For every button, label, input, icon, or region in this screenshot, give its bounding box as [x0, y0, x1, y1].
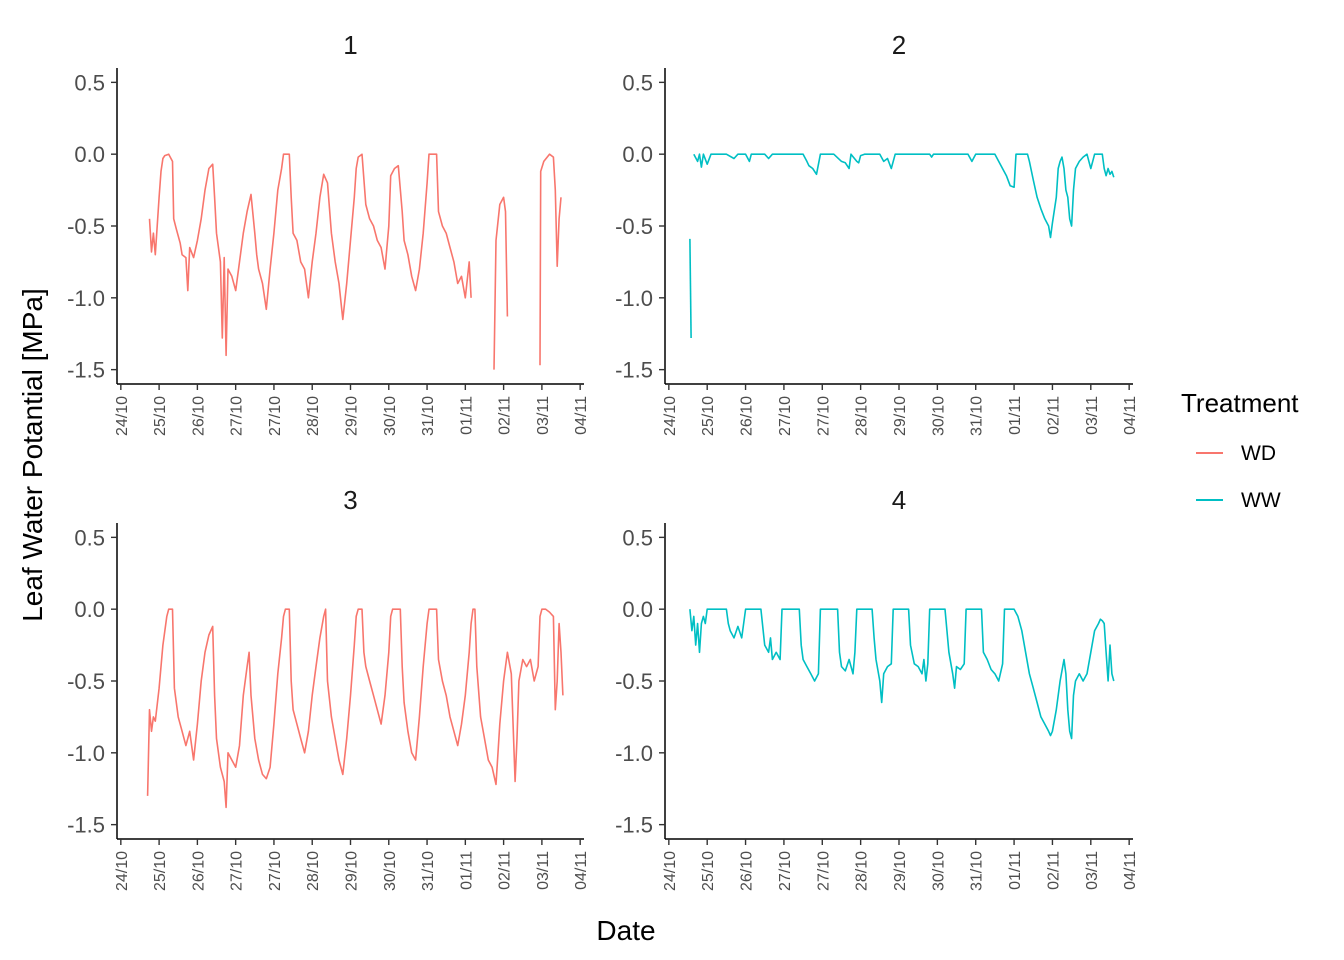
y-tick-label: -0.5: [615, 214, 653, 239]
x-tick-label: 27/10: [777, 396, 794, 436]
x-tick-label: 30/10: [382, 396, 399, 436]
series-line-ww: [689, 238, 692, 339]
series-line-ww: [693, 153, 1115, 239]
x-tick-label: 26/10: [190, 396, 207, 436]
panel-2: 2 0.5 0.0 -0.5 -1.0 -1.5 24/10 25/10 26/10 27/10 2…: [615, 30, 1139, 436]
panel-title: 4: [892, 485, 906, 515]
x-tick-label: 24/10: [662, 396, 679, 436]
x-tick-label: 02/11: [497, 396, 514, 435]
x-tick-label: 25/10: [152, 396, 169, 436]
series-line-wd: [148, 153, 472, 357]
x-tick-label: 28/10: [305, 396, 322, 436]
x-tick-label: 29/10: [892, 851, 909, 891]
x-tick-label: 25/10: [700, 396, 717, 436]
panel-1: 1 0.5 0.0 -0.5 -1.0 -1.5 24/10 25/10 26/10 27/10 2…: [67, 30, 590, 436]
x-tick-label: 02/11: [497, 851, 514, 890]
y-tick-label: 0.5: [74, 525, 105, 550]
x-tick-label: 29/10: [892, 396, 909, 436]
y-tick-label: 0.0: [74, 597, 105, 622]
x-tick-label: 24/10: [114, 396, 131, 436]
x-tick-label: 24/10: [114, 851, 131, 891]
panel-title: 1: [343, 30, 357, 60]
x-tick-label: 03/11: [535, 396, 552, 435]
y-tick-label: 0.0: [622, 597, 653, 622]
x-tick-label: 02/11: [1045, 851, 1062, 890]
x-tick-label: 03/11: [1084, 851, 1101, 890]
x-tick-label: 30/10: [930, 851, 947, 891]
y-tick-label: 0.0: [622, 142, 653, 167]
legend: Treatment WD WW: [1181, 388, 1299, 512]
x-tick-label: 30/10: [930, 396, 947, 436]
y-tick-label: -0.5: [67, 669, 105, 694]
x-tick-label: 31/10: [420, 396, 437, 436]
x-tick-label: 04/11: [1122, 851, 1139, 890]
x-tick-label: 25/10: [700, 851, 717, 891]
x-tick-label: 28/10: [305, 851, 322, 891]
legend-title: Treatment: [1181, 388, 1299, 418]
y-tick-label: -1.5: [615, 813, 653, 838]
panel-4: 4 0.5 0.0 -0.5 -1.0 -1.5 24/10 25/10 26/10 27/10 2…: [615, 485, 1139, 891]
x-tick-label: 02/11: [1045, 396, 1062, 435]
series-line-ww: [689, 608, 1115, 740]
x-tick-label: 27/10: [229, 396, 246, 436]
x-tick-label: 01/11: [458, 851, 475, 890]
series-line-wd: [146, 608, 564, 809]
x-tick-label: 04/11: [573, 851, 590, 890]
x-tick-label: 27/10: [267, 396, 284, 436]
x-axis-title: Date: [596, 915, 655, 946]
y-tick-label: -0.5: [67, 214, 105, 239]
x-tick-label: 26/10: [739, 396, 756, 436]
x-tick-label: 27/10: [815, 396, 832, 436]
series-line-wd: [493, 196, 509, 370]
panels: 10.50.0-0.5-1.0-1.524/10 25/10 26/10 27/10 2…: [67, 30, 1139, 891]
x-tick-label: 26/10: [190, 851, 207, 891]
x-tick-label: 01/11: [1007, 851, 1024, 890]
y-axis-title: Leaf Water Potantial [MPa]: [17, 288, 48, 622]
y-tick-label: -1.0: [615, 741, 653, 766]
x-tick-label: 27/10: [815, 851, 832, 891]
y-tick-label: -1.5: [67, 358, 105, 383]
y-tick-label: -1.0: [67, 286, 105, 311]
x-tick-label: 03/11: [535, 851, 552, 890]
legend-label-ww: WW: [1241, 489, 1281, 512]
x-tick-label: 27/10: [777, 851, 794, 891]
x-tick-label: 31/10: [420, 851, 437, 891]
x-tick-label: 27/10: [267, 851, 284, 891]
x-tick-label: 28/10: [854, 851, 871, 891]
y-tick-label: 0.5: [622, 525, 653, 550]
y-tick-label: 0.0: [74, 142, 105, 167]
y-tick-label: 0.5: [74, 70, 105, 95]
x-tick-label: 29/10: [344, 396, 361, 436]
y-tick-label: -1.5: [615, 358, 653, 383]
x-tick-label: 24/10: [662, 851, 679, 891]
x-tick-label: 03/11: [1084, 396, 1101, 435]
x-tick-label: 31/10: [969, 851, 986, 891]
panel-title: 3: [343, 485, 357, 515]
y-tick-label: -0.5: [615, 669, 653, 694]
x-tick-label: 04/11: [1122, 396, 1139, 435]
x-tick-label: 01/11: [458, 396, 475, 435]
y-tick-label: -1.0: [67, 741, 105, 766]
series-line-wd: [539, 153, 562, 366]
panel-3: 3 0.5 0.0 -0.5 -1.0 -1.5 24/10 25/10 26/10 27/10 2…: [67, 485, 590, 891]
y-tick-label: -1.5: [67, 813, 105, 838]
y-tick-label: 0.5: [622, 70, 653, 95]
x-tick-label: 27/10: [229, 851, 246, 891]
x-tick-label: 25/10: [152, 851, 169, 891]
x-tick-label: 28/10: [854, 396, 871, 436]
legend-label-wd: WD: [1241, 442, 1276, 465]
x-tick-label: 01/11: [1007, 396, 1024, 435]
x-tick-label: 31/10: [969, 396, 986, 436]
x-tick-label: 26/10: [739, 851, 756, 891]
x-tick-label: 04/11: [573, 396, 590, 435]
panel-title: 2: [892, 30, 906, 60]
x-tick-label: 29/10: [344, 851, 361, 891]
y-tick-label: -1.0: [615, 286, 653, 311]
x-tick-label: 30/10: [382, 851, 399, 891]
